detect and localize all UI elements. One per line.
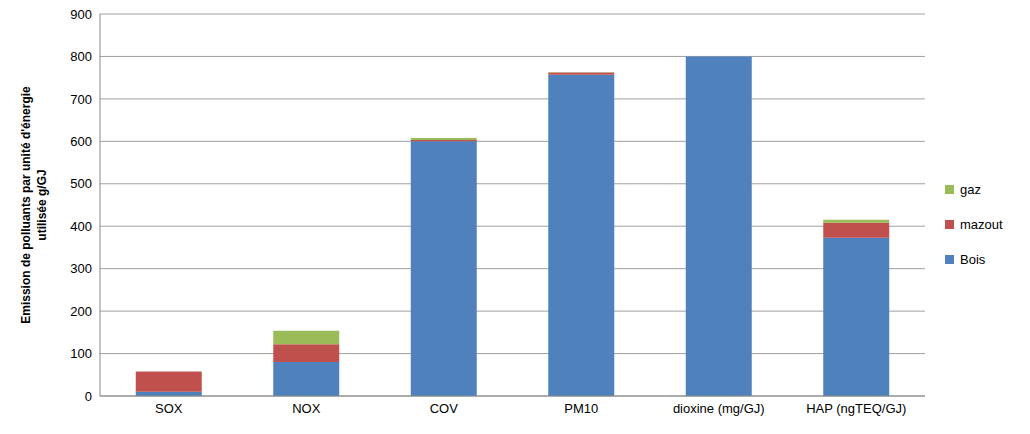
svg-text:300: 300	[70, 261, 92, 276]
html-text:gaz: gaz	[960, 182, 981, 197]
svg-text:200: 200	[70, 304, 92, 319]
svg-text:NOX: NOX	[292, 401, 321, 416]
svg-text:500: 500	[70, 176, 92, 191]
svg-text:HAP (ngTEQ/GJ): HAP (ngTEQ/GJ)	[806, 401, 906, 416]
svg-text:700: 700	[70, 92, 92, 107]
svg-text:dioxine (mg/GJ): dioxine (mg/GJ)	[673, 401, 765, 416]
svg-text:Emission de polluants par unit: Emission de polluants par unité d'énergi…	[19, 86, 49, 324]
html-text:Bois: Bois	[960, 252, 986, 267]
svg-text:COV: COV	[430, 401, 459, 416]
svg-text:900: 900	[70, 7, 92, 22]
svg-text:PM10: PM10	[564, 401, 598, 416]
svg-text:0: 0	[85, 389, 92, 404]
svg-text:400: 400	[70, 219, 92, 234]
svg-text:100: 100	[70, 346, 92, 361]
html-text:mazout: mazout	[960, 217, 1003, 232]
svg-text:SOX: SOX	[155, 401, 183, 416]
svg-text:600: 600	[70, 134, 92, 149]
svg-text:800: 800	[70, 49, 92, 64]
